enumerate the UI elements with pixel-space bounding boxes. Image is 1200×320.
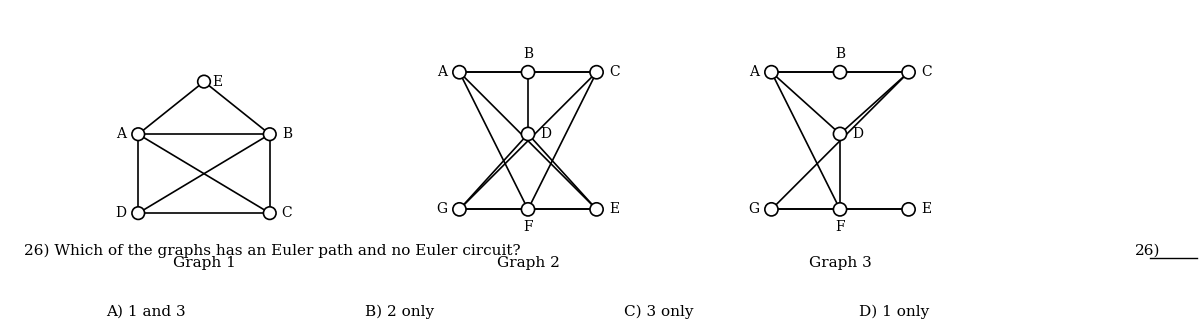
Text: B: B xyxy=(282,127,292,141)
Circle shape xyxy=(834,127,846,140)
Circle shape xyxy=(522,203,534,216)
Circle shape xyxy=(522,66,534,79)
Text: C: C xyxy=(282,206,292,220)
Circle shape xyxy=(452,203,466,216)
Text: C: C xyxy=(922,65,931,79)
Text: G: G xyxy=(748,202,760,216)
Text: D) 1 only: D) 1 only xyxy=(859,305,929,319)
Circle shape xyxy=(764,203,778,216)
Text: D: D xyxy=(115,206,127,220)
Text: C) 3 only: C) 3 only xyxy=(624,305,694,319)
Text: Graph 2: Graph 2 xyxy=(497,256,559,270)
Text: A: A xyxy=(437,65,446,79)
Text: C: C xyxy=(610,65,619,79)
Text: F: F xyxy=(835,220,845,234)
Circle shape xyxy=(132,128,144,140)
Text: 26): 26) xyxy=(1135,244,1160,258)
Text: Graph 1: Graph 1 xyxy=(173,256,235,270)
Text: Graph 3: Graph 3 xyxy=(809,256,871,270)
Text: D: D xyxy=(540,127,551,141)
Text: A) 1 and 3: A) 1 and 3 xyxy=(106,305,186,319)
Text: G: G xyxy=(436,202,448,216)
Circle shape xyxy=(264,207,276,220)
Text: B: B xyxy=(835,47,845,61)
Text: F: F xyxy=(523,220,533,234)
Circle shape xyxy=(834,203,846,216)
Circle shape xyxy=(590,66,604,79)
Circle shape xyxy=(452,66,466,79)
Circle shape xyxy=(590,203,604,216)
Circle shape xyxy=(834,66,846,79)
Circle shape xyxy=(264,128,276,140)
Text: B) 2 only: B) 2 only xyxy=(365,305,434,319)
Circle shape xyxy=(902,203,916,216)
Text: 26) Which of the graphs has an Euler path and no Euler circuit?: 26) Which of the graphs has an Euler pat… xyxy=(24,244,521,258)
Circle shape xyxy=(198,75,210,88)
Circle shape xyxy=(764,66,778,79)
Circle shape xyxy=(132,207,144,220)
Circle shape xyxy=(522,127,534,140)
Text: A: A xyxy=(116,127,126,141)
Circle shape xyxy=(902,66,916,79)
Text: E: E xyxy=(212,75,222,89)
Text: A: A xyxy=(749,65,758,79)
Text: D: D xyxy=(852,127,863,141)
Text: E: E xyxy=(610,202,619,216)
Text: B: B xyxy=(523,47,533,61)
Text: E: E xyxy=(922,202,931,216)
